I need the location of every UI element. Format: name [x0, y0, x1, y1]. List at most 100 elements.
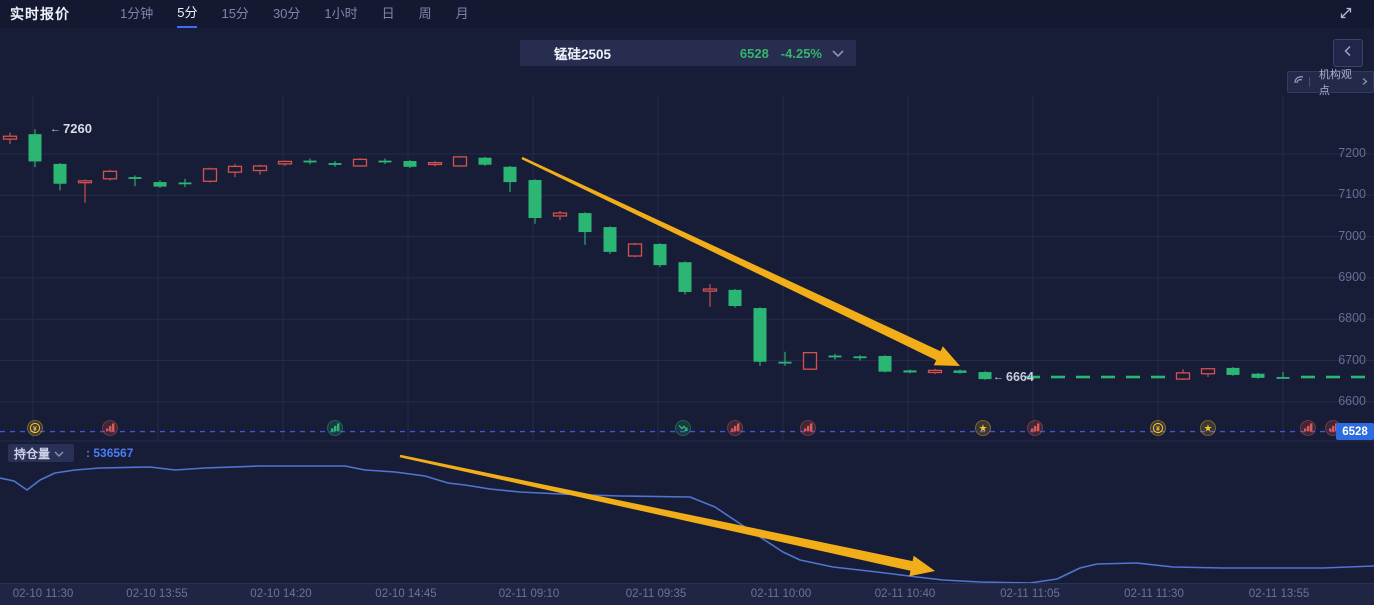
event-marker-bars-green-icon[interactable] — [327, 420, 343, 436]
x-axis-label: 02-11 10:00 — [750, 588, 812, 600]
candle — [352, 158, 368, 167]
event-marker-trend-green-icon[interactable] — [675, 420, 691, 436]
collapse-panel-button[interactable] — [1333, 39, 1363, 67]
svg-text:★: ★ — [979, 423, 988, 434]
candle — [927, 368, 943, 375]
tab-15分[interactable]: 15分 — [221, 6, 249, 21]
price-axis-label: 6600 — [1338, 393, 1366, 408]
candle — [778, 351, 792, 366]
contract-change-pct: -4.25% — [780, 45, 822, 61]
candle — [303, 158, 317, 165]
candle — [1226, 367, 1240, 376]
institution-view-label: 机构观点 — [1318, 69, 1352, 97]
tab-5分[interactable]: 5分 — [177, 0, 198, 28]
interval-tabs: 1分钟 5分 15分 30分 1小时 日 周 月 — [108, 0, 481, 28]
event-marker-coin-icon[interactable]: ¥ — [27, 420, 43, 436]
candle — [1276, 372, 1290, 379]
candle — [503, 165, 517, 192]
arrow-left-icon: ← — [993, 371, 1004, 383]
candle — [328, 161, 342, 167]
price-tag-last: ← 6664 — [993, 370, 1034, 384]
x-axis-label: 02-11 10:40 — [874, 588, 936, 600]
candle — [178, 178, 192, 188]
svg-text:¥: ¥ — [1156, 426, 1160, 433]
event-marker-coin-icon[interactable]: ¥ — [1150, 420, 1166, 436]
tab-1分钟[interactable]: 1分钟 — [120, 6, 154, 21]
candle — [227, 163, 243, 178]
page-title: 实时报价 — [10, 6, 70, 22]
price-axis-label: 6700 — [1338, 352, 1366, 367]
chevron-left-icon — [1343, 44, 1353, 62]
candle — [953, 369, 967, 374]
x-axis-label: 02-11 11:05 — [1000, 588, 1060, 600]
candle — [753, 307, 767, 366]
time-axis: 02-10 11:30 02-10 13:55 02-10 14:20 02-10 1… — [0, 583, 1374, 605]
candle — [603, 226, 617, 254]
institution-view-button[interactable]: 机构观点 — [1287, 69, 1374, 97]
event-marker-bars-red-icon[interactable] — [727, 420, 743, 436]
candle — [128, 175, 142, 187]
tab-1小时[interactable]: 1小时 — [324, 6, 358, 21]
tab-日[interactable]: 日 — [381, 6, 395, 21]
candle — [853, 355, 867, 361]
candle — [828, 353, 842, 360]
open-interest-header: 持仓量 : 536567 — [0, 443, 1374, 463]
chevron-down-icon — [54, 446, 64, 460]
candle — [702, 284, 718, 307]
toolbar: 实时报价 1分钟 5分 15分 30分 1小时 日 周 月 — [0, 0, 1374, 28]
indicator-label: 持仓量 — [14, 446, 51, 461]
candle — [478, 156, 492, 166]
event-marker-bars-red-icon[interactable] — [1027, 420, 1043, 436]
x-axis-label: 02-10 14:20 — [250, 588, 312, 600]
candle — [427, 161, 443, 167]
contract-price: 6528 — [739, 45, 769, 61]
price-axis-label: 6800 — [1338, 311, 1366, 326]
event-marker-bars-red-icon[interactable] — [800, 420, 816, 436]
annotation-arrow — [399, 454, 935, 577]
x-axis-label: 02-10 14:45 — [375, 588, 437, 600]
divider — [1309, 77, 1310, 87]
annotation-arrow — [521, 156, 960, 366]
candle — [978, 371, 992, 380]
candle — [678, 261, 692, 295]
contract-selector[interactable]: 锰硅2505 6528 -4.25% — [520, 40, 856, 66]
expand-icon[interactable] — [1338, 5, 1354, 26]
candle — [1175, 369, 1191, 380]
x-axis-label: 02-11 11:30 — [1124, 588, 1184, 600]
tab-周[interactable]: 周 — [418, 6, 432, 21]
chevron-down-icon — [832, 49, 844, 57]
tab-月[interactable]: 月 — [455, 6, 469, 21]
svg-text:¥: ¥ — [33, 426, 37, 433]
candle — [1200, 367, 1216, 378]
candle — [153, 180, 167, 188]
open-interest-line — [0, 465, 1374, 584]
x-axis-label: 02-11 09:35 — [625, 588, 687, 600]
candle — [252, 164, 268, 175]
event-marker-star-icon[interactable]: ★ — [975, 420, 991, 436]
x-axis-label: 02-11 13:55 — [1248, 588, 1310, 600]
candle — [802, 351, 818, 370]
candle — [202, 167, 218, 183]
event-marker-star-icon[interactable]: ★ — [1200, 420, 1216, 436]
x-axis-label: 02-10 13:55 — [126, 588, 188, 600]
price-axis-label: 7100 — [1338, 187, 1366, 202]
candle — [2, 132, 18, 145]
candle — [77, 179, 93, 203]
candle — [627, 242, 643, 258]
tab-30分[interactable]: 30分 — [272, 6, 301, 21]
price-axis-label: 7000 — [1338, 228, 1366, 243]
arrow-left-icon: ← — [50, 122, 61, 135]
candle — [578, 212, 592, 245]
event-marker-bars-red-icon[interactable] — [1300, 420, 1316, 436]
x-axis-label: 02-11 09:10 — [498, 588, 560, 600]
candle — [102, 169, 118, 181]
candle — [903, 369, 917, 374]
event-marker-bars-red-icon[interactable] — [102, 420, 118, 436]
candle — [403, 160, 417, 169]
indicator-selector[interactable]: 持仓量 — [8, 444, 75, 462]
chevron-right-icon — [1361, 73, 1368, 91]
candle — [552, 210, 568, 221]
contract-name: 锰硅2505 — [554, 47, 612, 62]
